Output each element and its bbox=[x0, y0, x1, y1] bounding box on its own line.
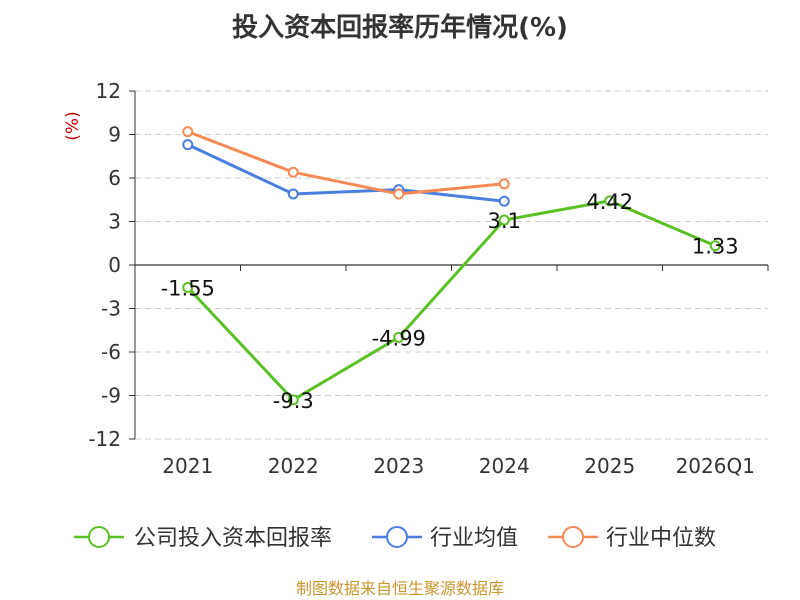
data-point[interactable] bbox=[287, 166, 299, 178]
data-point[interactable] bbox=[287, 188, 299, 200]
data-point[interactable] bbox=[498, 178, 510, 190]
x-tick-label: 2024 bbox=[479, 454, 530, 478]
x-tick-label: 2021 bbox=[162, 454, 213, 478]
data-label: 3.1 bbox=[488, 209, 521, 233]
y-tick-label: -6 bbox=[101, 340, 121, 364]
data-point[interactable] bbox=[182, 126, 194, 138]
series-line bbox=[186, 199, 716, 402]
series-lines bbox=[182, 126, 721, 406]
data-point[interactable] bbox=[498, 195, 510, 207]
legend-marker[interactable] bbox=[386, 526, 408, 548]
data-label: 4.42 bbox=[586, 190, 633, 214]
y-tick-label: 3 bbox=[108, 210, 121, 234]
legend-marker[interactable] bbox=[562, 526, 584, 548]
data-point[interactable] bbox=[498, 214, 510, 226]
data-label: -9.3 bbox=[273, 389, 314, 413]
source-note: 制图数据来自恒生聚源数据库 bbox=[296, 579, 504, 598]
data-point[interactable] bbox=[709, 240, 721, 252]
data-point[interactable] bbox=[393, 331, 405, 343]
data-label: -1.55 bbox=[161, 276, 215, 300]
legend-label[interactable]: 公司投入资本回报率 bbox=[134, 526, 332, 551]
data-point[interactable] bbox=[393, 188, 405, 200]
y-tick-label: 0 bbox=[108, 253, 121, 277]
data-point[interactable] bbox=[604, 195, 616, 207]
legend-label[interactable]: 行业均值 bbox=[430, 526, 518, 551]
chart-title: 投入资本回报率历年情况(%) bbox=[232, 12, 568, 43]
legend: 公司投入资本回报率 行业均值 行业中位数 bbox=[74, 526, 716, 551]
axes: 12 9 6 3 0 -3 -6 -9 -12 2021 2022 2023 2024 2025 2026Q… bbox=[88, 79, 769, 478]
legend-label[interactable]: 行业中位数 bbox=[606, 526, 716, 551]
data-point[interactable] bbox=[182, 139, 194, 151]
y-tick-label: -9 bbox=[101, 384, 121, 408]
series-line bbox=[187, 143, 505, 203]
data-label: 1.33 bbox=[692, 235, 739, 259]
data-labels: -1.55 -9.3 -4.99 3.1 4.42 1.33 bbox=[161, 190, 739, 413]
y-tick-label: -3 bbox=[101, 297, 121, 321]
y-axis-unit-label: (%) bbox=[63, 111, 83, 140]
y-tick-label: 12 bbox=[96, 79, 121, 103]
data-point[interactable] bbox=[182, 281, 194, 293]
grid-lines bbox=[135, 90, 768, 440]
y-tick-label: 9 bbox=[108, 123, 121, 147]
data-point[interactable] bbox=[287, 394, 299, 406]
data-label: -4.99 bbox=[372, 326, 426, 350]
series-line bbox=[187, 130, 505, 196]
x-tick-label: 2025 bbox=[584, 454, 635, 478]
x-tick-label: 2026Q1 bbox=[676, 454, 755, 478]
x-tick-label: 2022 bbox=[268, 454, 319, 478]
y-tick-label: 6 bbox=[108, 166, 121, 190]
y-tick-label: -12 bbox=[88, 427, 121, 451]
legend-marker[interactable] bbox=[88, 526, 110, 548]
x-tick-label: 2023 bbox=[373, 454, 424, 478]
